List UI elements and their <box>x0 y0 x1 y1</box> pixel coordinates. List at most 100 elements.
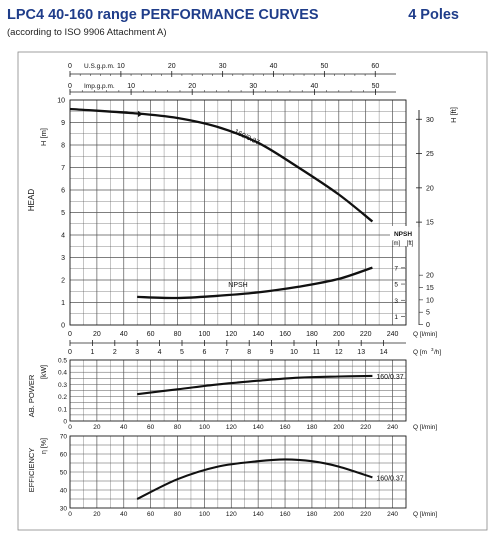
m3h-tick-label: 0 <box>68 349 72 356</box>
impgpm-tick-label: 30 <box>249 83 257 90</box>
power-curve-label: 160/0.37 <box>376 374 403 381</box>
npsh-ft-tick-label: 20 <box>426 273 434 280</box>
efficiency-y-tick-label: 70 <box>60 434 68 441</box>
npsh-ft-tick-label: 0 <box>426 322 430 329</box>
npsh-m-tick-label: 1 <box>394 314 398 321</box>
head-ft-tick-label: 25 <box>426 151 434 158</box>
head-x-tick-label: 180 <box>306 331 318 338</box>
impgpm-tick-label: 20 <box>188 83 196 90</box>
efficiency-x-tick-label: 40 <box>120 511 128 518</box>
npsh-ft-label: [ft] <box>407 241 414 247</box>
head-y-tick-label: 1 <box>61 300 65 307</box>
npsh-ft-tick-label: 15 <box>426 285 434 292</box>
power-plot-border <box>69 359 407 422</box>
m3h-tick-label: 2 <box>113 349 117 356</box>
efficiency-x-tick-label: 100 <box>199 511 210 518</box>
head-x-tick-label: 200 <box>333 331 345 338</box>
npsh-m-tick-label: 7 <box>394 265 398 272</box>
impgpm-tick-label: 50 <box>372 83 380 90</box>
head-y-tick-label: 6 <box>61 188 65 195</box>
m3h-tick-label: 14 <box>380 349 388 356</box>
head-x-tick-label: 240 <box>387 331 399 338</box>
npsh-axis-title: NPSH <box>394 231 412 238</box>
power-x-tick-label: 180 <box>306 424 317 431</box>
m3h-tick-label: 6 <box>202 349 206 356</box>
head-y-label: HEAD <box>27 189 36 211</box>
efficiency-y-tick-label: 40 <box>60 488 68 495</box>
m3h-label-sup: 3 <box>431 347 434 352</box>
npsh-ft-tick-label: 5 <box>426 310 430 317</box>
power-y-tick-label: 0.5 <box>58 358 67 365</box>
power-x-tick-label: 240 <box>387 424 398 431</box>
head-y-tick-label: 10 <box>57 98 65 105</box>
head-x-tick-label: 20 <box>93 331 101 338</box>
m3h-tick-label: 5 <box>180 349 184 356</box>
npsh-curve-label: NPSH <box>228 282 247 289</box>
m3h-tick-label: 7 <box>225 349 229 356</box>
m3h-tick-label: 4 <box>158 349 162 356</box>
head-y-tick-label: 2 <box>61 278 65 285</box>
head-x-label: Q [l/min] <box>413 331 437 338</box>
usgpm-tick-label: 10 <box>117 63 125 70</box>
efficiency-curve-label: 160/0.37 <box>376 475 403 482</box>
power-x-tick-label: 160 <box>280 424 291 431</box>
head-y-tick-label: 9 <box>61 120 65 127</box>
head-x-tick-label: 0 <box>68 331 72 338</box>
efficiency-x-tick-label: 60 <box>147 511 155 518</box>
power-curve <box>137 374 373 396</box>
efficiency-x-tick-label: 140 <box>253 511 264 518</box>
impgpm-tick-label: 40 <box>310 83 318 90</box>
usgpm-tick-label: 20 <box>168 63 176 70</box>
page-subtitle: (according to ISO 9906 Attachment A) <box>7 27 167 38</box>
head-x-tick-label: 120 <box>225 331 237 338</box>
power-x-tick-label: 120 <box>226 424 237 431</box>
efficiency-y-tick-label: 30 <box>60 506 68 513</box>
m3h-tick-label: 8 <box>247 349 251 356</box>
head-x-tick-label: 100 <box>199 331 211 338</box>
efficiency-curve <box>136 458 373 500</box>
efficiency-x-tick-label: 80 <box>174 511 182 518</box>
curve-npsh <box>137 266 373 300</box>
page-title: LPC4 40-160 range PERFORMANCE CURVES <box>7 7 319 23</box>
power-y-tick-label: 0.1 <box>58 406 67 413</box>
head-y-unit: H [m] <box>39 128 48 146</box>
usgpm-tick-label: 40 <box>270 63 278 70</box>
usgpm-tick-label: 30 <box>219 63 227 70</box>
usgpm-tick-label: 60 <box>371 63 379 70</box>
m3h-label: Q [m <box>413 349 427 356</box>
impgpm-tick-label: 10 <box>127 83 135 90</box>
efficiency-x-tick-label: 200 <box>333 511 344 518</box>
efficiency-x-tick-label: 160 <box>280 511 291 518</box>
head-y-tick-label: 5 <box>61 210 65 217</box>
efficiency-x-tick-label: 180 <box>306 511 317 518</box>
power-x-tick-label: 40 <box>120 424 128 431</box>
efficiency-x-tick-label: 20 <box>93 511 101 518</box>
usgpm-label: U.S.g.p.m. <box>84 63 115 70</box>
power-y-tick-label: 0 <box>63 419 67 426</box>
m3h-tick-label: 10 <box>290 349 298 356</box>
curve-160-0-37 <box>69 107 374 223</box>
curves-layer <box>69 107 374 500</box>
npsh-ft-tick-label: 10 <box>426 297 434 304</box>
npsh-m-tick-label: 3 <box>394 298 398 305</box>
power-y-tick-label: 0.3 <box>58 382 67 389</box>
head-y-tick-label: 7 <box>61 165 65 172</box>
efficiency-y-tick-label: 60 <box>60 452 68 459</box>
head-curve-label: 160/0.37 <box>233 129 261 147</box>
power-x-tick-label: 200 <box>333 424 344 431</box>
head-y-tick-label: 3 <box>61 255 65 262</box>
chart-frame <box>17 51 488 531</box>
head-ft-tick-label: 20 <box>426 185 434 192</box>
power-y-tick-label: 0.4 <box>58 370 67 377</box>
head-x-tick-label: 80 <box>174 331 182 338</box>
efficiency-x-tick-label: 120 <box>226 511 237 518</box>
m3h-tick-label: 11 <box>313 349 320 356</box>
head-x-tick-label: 160 <box>279 331 291 338</box>
head-x-tick-label: 140 <box>252 331 264 338</box>
power-x-tick-label: 80 <box>174 424 182 431</box>
power-x-tick-label: 20 <box>93 424 101 431</box>
power-x-tick-label: 0 <box>68 424 72 431</box>
m3h-label-end: /h] <box>434 349 441 356</box>
efficiency-y-unit: η [%] <box>41 438 48 454</box>
